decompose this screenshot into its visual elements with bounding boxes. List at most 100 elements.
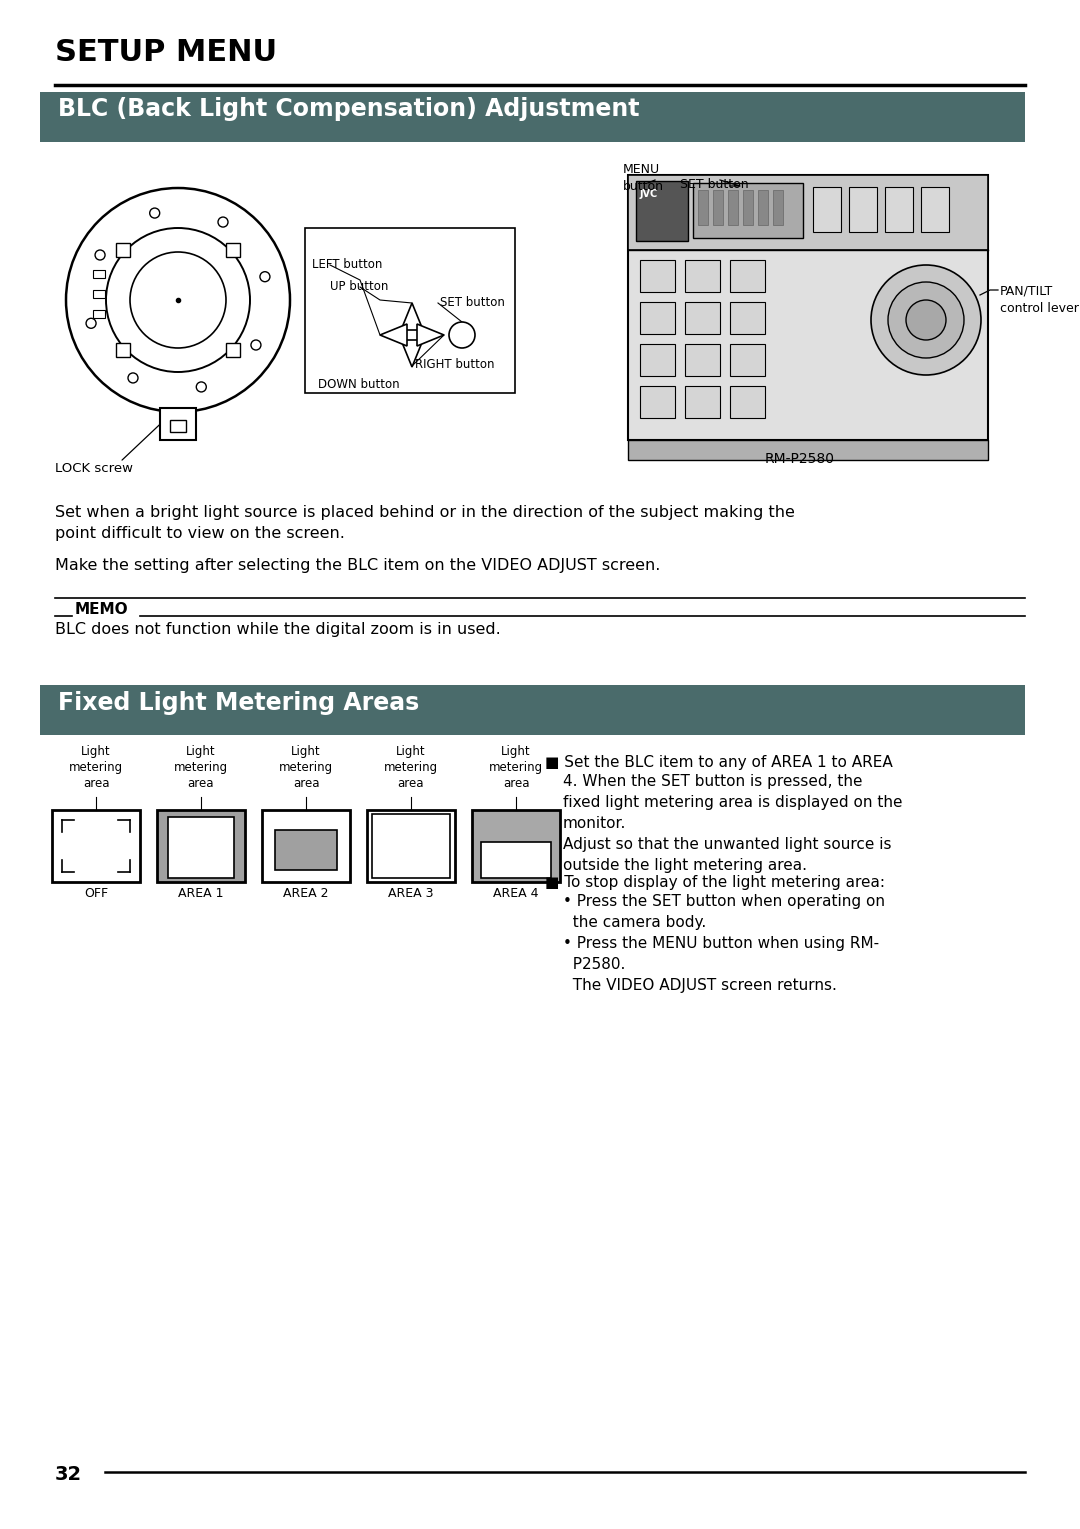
Bar bbox=[685, 260, 720, 292]
Circle shape bbox=[130, 252, 226, 349]
Bar bbox=[713, 190, 723, 225]
Bar bbox=[730, 260, 765, 292]
Bar bbox=[167, 816, 234, 878]
Bar bbox=[758, 190, 768, 225]
Bar bbox=[730, 344, 765, 376]
Text: DOWN button: DOWN button bbox=[318, 378, 400, 391]
Text: RIGHT button: RIGHT button bbox=[415, 358, 495, 372]
Bar bbox=[472, 810, 561, 882]
Circle shape bbox=[86, 318, 96, 329]
Bar bbox=[627, 174, 988, 251]
Circle shape bbox=[251, 339, 261, 350]
Circle shape bbox=[150, 208, 160, 219]
Bar bbox=[157, 810, 245, 882]
Text: AREA 3: AREA 3 bbox=[388, 887, 434, 901]
Bar bbox=[627, 174, 988, 440]
Text: SETUP MENU: SETUP MENU bbox=[55, 38, 278, 67]
Bar bbox=[693, 183, 804, 239]
Circle shape bbox=[129, 373, 138, 382]
Circle shape bbox=[66, 188, 291, 411]
Text: LEFT button: LEFT button bbox=[312, 258, 382, 271]
Text: AREA 2: AREA 2 bbox=[283, 887, 328, 901]
Text: Fixed Light Metering Areas: Fixed Light Metering Areas bbox=[58, 691, 419, 716]
Bar bbox=[728, 190, 738, 225]
Polygon shape bbox=[401, 303, 423, 330]
Bar bbox=[262, 810, 350, 882]
Circle shape bbox=[660, 209, 666, 216]
Circle shape bbox=[106, 228, 249, 372]
Bar bbox=[636, 180, 688, 242]
Bar bbox=[52, 810, 140, 882]
Bar bbox=[685, 344, 720, 376]
Text: MENU
button: MENU button bbox=[623, 164, 664, 193]
Bar bbox=[730, 303, 765, 333]
Text: ■ To stop display of the light metering area:: ■ To stop display of the light metering … bbox=[545, 875, 885, 890]
Bar bbox=[305, 228, 515, 393]
Bar bbox=[93, 271, 105, 278]
Text: AREA 4: AREA 4 bbox=[494, 887, 539, 901]
Text: Light
metering
area: Light metering area bbox=[383, 745, 438, 790]
Polygon shape bbox=[417, 324, 444, 346]
Bar bbox=[698, 190, 708, 225]
Bar bbox=[773, 190, 783, 225]
Text: MEMO: MEMO bbox=[75, 602, 129, 618]
Bar bbox=[170, 420, 186, 433]
Bar bbox=[685, 385, 720, 417]
Bar bbox=[627, 440, 988, 460]
Text: OFF: OFF bbox=[84, 887, 108, 901]
Circle shape bbox=[197, 382, 206, 391]
Text: • Press the SET button when operating on
  the camera body.
• Press the MENU but: • Press the SET button when operating on… bbox=[563, 894, 885, 992]
Bar bbox=[226, 243, 240, 257]
Circle shape bbox=[95, 251, 105, 260]
Bar bbox=[849, 187, 877, 232]
Text: SET button: SET button bbox=[680, 177, 748, 191]
Bar bbox=[373, 815, 449, 878]
Bar bbox=[116, 243, 130, 257]
Polygon shape bbox=[380, 324, 407, 346]
Text: Light
metering
area: Light metering area bbox=[69, 745, 123, 790]
Bar bbox=[226, 342, 240, 356]
Circle shape bbox=[888, 281, 964, 358]
Bar bbox=[640, 344, 675, 376]
Text: ■ Set the BLC item to any of AREA 1 to AREA: ■ Set the BLC item to any of AREA 1 to A… bbox=[545, 755, 893, 771]
Circle shape bbox=[906, 300, 946, 339]
Bar bbox=[685, 303, 720, 333]
Text: RM-P2580: RM-P2580 bbox=[765, 453, 835, 466]
Text: 32: 32 bbox=[55, 1465, 82, 1485]
Text: Light
metering
area: Light metering area bbox=[279, 745, 333, 790]
Text: Light
metering
area: Light metering area bbox=[489, 745, 543, 790]
Bar bbox=[640, 303, 675, 333]
Circle shape bbox=[218, 217, 228, 228]
Circle shape bbox=[650, 209, 656, 216]
Text: Set when a bright light source is placed behind or in the direction of the subje: Set when a bright light source is placed… bbox=[55, 505, 795, 541]
Polygon shape bbox=[401, 339, 423, 367]
Bar bbox=[40, 92, 1025, 142]
Bar bbox=[93, 291, 105, 298]
Bar bbox=[743, 190, 753, 225]
Bar bbox=[640, 385, 675, 417]
Text: BLC (Back Light Compensation) Adjustment: BLC (Back Light Compensation) Adjustment bbox=[58, 96, 639, 121]
Bar bbox=[730, 385, 765, 417]
Text: BLC does not function while the digital zoom is in used.: BLC does not function while the digital … bbox=[55, 622, 501, 638]
Text: 4. When the SET button is pressed, the
fixed light metering area is displayed on: 4. When the SET button is pressed, the f… bbox=[563, 774, 903, 873]
Bar bbox=[367, 810, 455, 882]
Circle shape bbox=[260, 272, 270, 281]
Bar bbox=[116, 342, 130, 356]
Text: SET button: SET button bbox=[440, 297, 504, 309]
Text: LOCK screw: LOCK screw bbox=[55, 462, 133, 476]
Bar bbox=[885, 187, 913, 232]
Circle shape bbox=[449, 323, 475, 349]
Text: Light
metering
area: Light metering area bbox=[174, 745, 228, 790]
Bar bbox=[160, 408, 195, 440]
Bar bbox=[921, 187, 949, 232]
Bar bbox=[93, 310, 105, 318]
Circle shape bbox=[640, 209, 646, 216]
Text: UP button: UP button bbox=[330, 280, 389, 294]
Text: AREA 1: AREA 1 bbox=[178, 887, 224, 901]
Bar bbox=[40, 685, 1025, 735]
Bar bbox=[481, 842, 551, 878]
Text: JVC: JVC bbox=[640, 190, 658, 199]
Bar bbox=[275, 830, 337, 870]
Circle shape bbox=[870, 265, 981, 375]
Text: Make the setting after selecting the BLC item on the VIDEO ADJUST screen.: Make the setting after selecting the BLC… bbox=[55, 558, 660, 573]
